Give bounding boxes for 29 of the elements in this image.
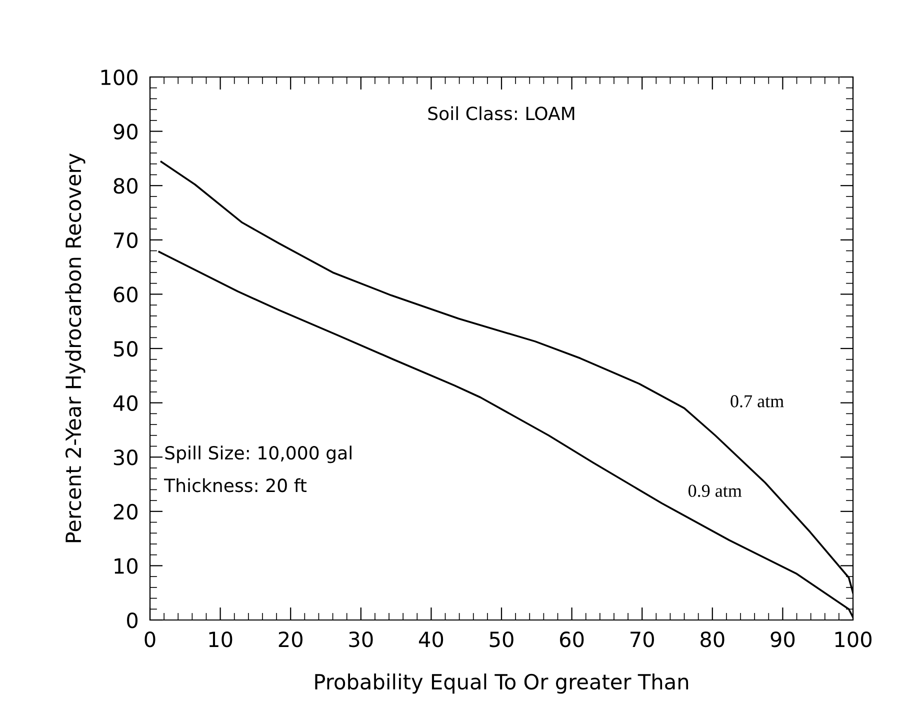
y-tick-label: 90 bbox=[114, 124, 138, 140]
annotation: Thickness: 20 ft bbox=[164, 478, 307, 492]
x-tick-label: 20 bbox=[278, 631, 302, 648]
y-tick-label: 30 bbox=[114, 450, 138, 466]
x-tick-label: 90 bbox=[770, 631, 795, 648]
y-tick-label: 50 bbox=[114, 340, 138, 357]
x-tick-label: 10 bbox=[209, 631, 232, 648]
y-tick-label: 60 bbox=[114, 286, 138, 302]
annotation: 0.9 atm bbox=[688, 484, 742, 497]
x-tick-label: 0 bbox=[144, 631, 156, 648]
y-tick-label: 10 bbox=[114, 558, 138, 574]
y-tick-label: 80 bbox=[114, 178, 138, 194]
x-tick-label: 100 bbox=[835, 631, 872, 648]
y-axis-title: Percent 2-Year Hydrocarbon Recovery bbox=[65, 153, 86, 542]
y-tick-label: 40 bbox=[113, 395, 138, 412]
annotation: 0.7 atm bbox=[730, 395, 784, 408]
x-axis-title: Probability Equal To Or greater Than bbox=[315, 673, 688, 694]
annotation: Soil Class: LOAM bbox=[428, 106, 574, 120]
annotation: Spill Size: 10,000 gal bbox=[165, 446, 352, 464]
y-tick-label: 20 bbox=[114, 504, 138, 520]
y-tick-label: 100 bbox=[101, 69, 138, 86]
x-tick-label: 50 bbox=[490, 631, 514, 648]
x-tick-label: 80 bbox=[700, 631, 724, 648]
x-tick-label: 70 bbox=[630, 631, 654, 648]
x-tick-label: 60 bbox=[560, 631, 584, 648]
x-tick-label: 30 bbox=[349, 631, 373, 648]
x-tick-label: 40 bbox=[418, 631, 444, 648]
y-tick-label: 70 bbox=[114, 232, 138, 248]
y-tick-label: 0 bbox=[127, 612, 138, 628]
